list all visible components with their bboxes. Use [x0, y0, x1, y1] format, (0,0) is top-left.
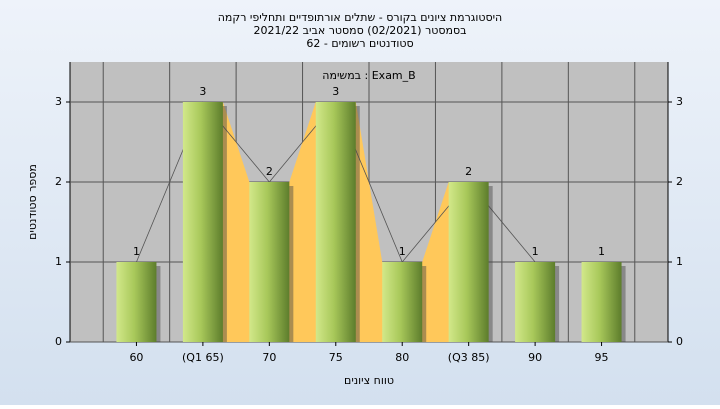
- chart-subtitle: בסמסטר (02/2021) סמסטר אביב 2021/22: [253, 24, 466, 37]
- x-tick-label: 70: [262, 351, 276, 364]
- x-tick-label: 80: [395, 351, 409, 364]
- y2-tick-label: 2: [676, 175, 683, 188]
- bar: [182, 102, 223, 342]
- chart-title: היסטוגרמת ציונים בקורס - שתלים אורתופדיי…: [218, 11, 503, 24]
- value-label: 3: [332, 85, 339, 98]
- value-label: 2: [465, 165, 472, 178]
- value-label: 1: [598, 245, 605, 258]
- value-label: 1: [399, 245, 406, 258]
- value-label: 2: [266, 165, 273, 178]
- x-tick-label: 95: [595, 351, 609, 364]
- x-tick-label: 75: [329, 351, 343, 364]
- x-axis-label: טווח ציונים: [344, 374, 394, 387]
- value-label: 1: [532, 245, 539, 258]
- value-label: 3: [199, 85, 206, 98]
- y-tick-label: 0: [55, 335, 62, 348]
- bar: [448, 182, 489, 342]
- bar: [581, 262, 622, 342]
- y-axis-label: מספר סטודנטים: [26, 164, 39, 240]
- y2-tick-label: 0: [676, 335, 683, 348]
- y-tick-label: 1: [55, 255, 62, 268]
- value-label: 1: [133, 245, 140, 258]
- bar: [382, 262, 423, 342]
- y-tick-label: 2: [55, 175, 62, 188]
- bar: [315, 102, 356, 342]
- y2-tick-label: 1: [676, 255, 683, 268]
- chart-caption: סטודנטים רשומים - 62: [306, 37, 413, 50]
- x-tick-label: (Q1 65): [182, 351, 224, 364]
- bar: [249, 182, 290, 342]
- x-tick-label: 90: [528, 351, 542, 364]
- x-tick-label: 60: [129, 351, 143, 364]
- y2-tick-label: 3: [676, 95, 683, 108]
- bar: [116, 262, 157, 342]
- x-tick-label: (Q3 85): [448, 351, 490, 364]
- bar: [515, 262, 556, 342]
- y-tick-label: 3: [55, 95, 62, 108]
